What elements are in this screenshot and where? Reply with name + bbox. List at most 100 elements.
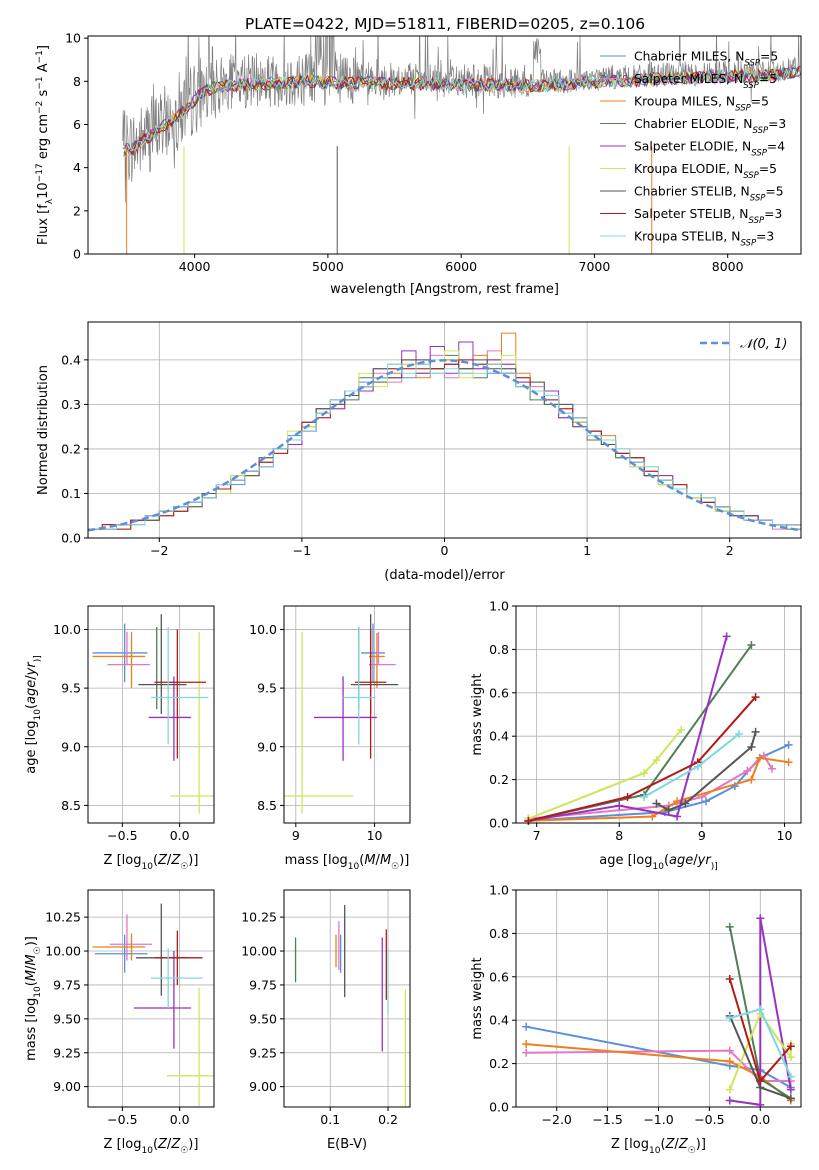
y-tick-label: 10.25 bbox=[45, 910, 81, 925]
xlabel-part: )] bbox=[711, 862, 718, 872]
weight-series bbox=[528, 696, 757, 822]
x-tick-label: −0.5 bbox=[107, 828, 137, 843]
y-tick-label: 9.75 bbox=[53, 977, 81, 992]
weight-marker bbox=[702, 797, 710, 806]
legend-label: Chabrier STELIB, NSSP=5 bbox=[634, 185, 784, 204]
x-tick-label: 5000 bbox=[312, 259, 344, 274]
legend-sub: SSP bbox=[743, 171, 759, 181]
x-tick-label: −2.0 bbox=[542, 1112, 572, 1127]
legend-name: Kroupa MILES bbox=[634, 95, 718, 109]
y-tick-label: 1.0 bbox=[489, 883, 509, 898]
weight-marker bbox=[664, 805, 673, 814]
y-tick-label: 2 bbox=[73, 203, 81, 218]
y-tick-label: 10.0 bbox=[53, 622, 81, 637]
x-tick-label: 9 bbox=[698, 828, 706, 843]
axes-frame bbox=[87, 35, 802, 255]
weight-marker bbox=[652, 799, 661, 808]
ylabel-part: )] bbox=[33, 655, 43, 662]
legend-sub: SSP bbox=[735, 104, 751, 114]
y-tick-label: 9.00 bbox=[53, 1079, 81, 1094]
weight-marker bbox=[786, 1094, 795, 1103]
x-tick-label: −1.5 bbox=[592, 1112, 622, 1127]
weight-series bbox=[528, 729, 682, 820]
y-tick-label: 0.8 bbox=[489, 926, 509, 941]
panel-spectrum: 4000 5000 6000 7000 8000 0 2 4 6 8 10 Chabrier MILE… bbox=[35, 31, 802, 297]
legend-sub: SSP bbox=[740, 239, 756, 249]
weight-marker bbox=[786, 1053, 795, 1062]
xlabel: Z [log10(Z/Z☉)] bbox=[104, 853, 199, 872]
ylabel-part: M bbox=[24, 970, 39, 981]
legend-sub: SSP bbox=[743, 81, 759, 91]
legend-nssp: 3 bbox=[766, 230, 774, 244]
y-tick-label: 9.25 bbox=[249, 1045, 277, 1060]
xlabel-part: / bbox=[376, 853, 381, 868]
legend-n: , N bbox=[735, 117, 752, 131]
weight-marker bbox=[747, 641, 756, 650]
ylabel-part: erg cm bbox=[36, 114, 51, 163]
weight-series bbox=[528, 636, 728, 822]
weight-marker bbox=[784, 740, 793, 749]
xlabel-part: Z [log bbox=[611, 1137, 649, 1152]
ylabel-part: age [log bbox=[24, 720, 39, 773]
legend-eq: = bbox=[764, 207, 774, 221]
xlabel-part: / bbox=[167, 853, 172, 868]
legend-nssp: 4 bbox=[777, 140, 785, 154]
xlabel-part: ☉ bbox=[688, 1146, 696, 1156]
x-tick-label: −0.5 bbox=[694, 1112, 724, 1127]
xlabel-part: Z bbox=[157, 1137, 168, 1152]
x-tick-label: 0 bbox=[441, 543, 449, 558]
weight-marker bbox=[725, 1085, 734, 1094]
y-tick-label: 0.0 bbox=[489, 1100, 509, 1115]
weight-marker bbox=[693, 762, 702, 771]
model-spectrum bbox=[123, 67, 801, 155]
ylabel-part: ( bbox=[24, 704, 39, 709]
legend-nssp: 5 bbox=[776, 185, 784, 199]
legend-n: , N bbox=[726, 72, 743, 86]
weight-marker bbox=[681, 799, 690, 808]
ylabel-part: ☉ bbox=[33, 946, 43, 954]
legend-eq: = bbox=[756, 230, 766, 244]
y-tick-label: 8.5 bbox=[257, 798, 277, 813]
x-tick-label: 4000 bbox=[179, 259, 211, 274]
ylabel-part: ( bbox=[24, 981, 39, 986]
legend-eq: = bbox=[767, 140, 777, 154]
y-tick-label: 0.3 bbox=[61, 397, 81, 412]
ylabel-part: Flux [f bbox=[36, 204, 51, 245]
y-tick-label: 0.2 bbox=[489, 1056, 509, 1071]
y-tick-label: 1.0 bbox=[489, 599, 509, 614]
y-tick-label: 0.4 bbox=[489, 729, 509, 744]
xlabel-part: 10 bbox=[653, 862, 665, 872]
ylabel-part: M bbox=[24, 954, 39, 965]
legend-label: Chabrier MILES, NSSP=5 bbox=[634, 50, 778, 69]
y-tick-label: 0.8 bbox=[489, 642, 509, 657]
legend-nssp: 5 bbox=[769, 72, 777, 86]
legend-name: Salpeter ELODIE bbox=[634, 140, 734, 154]
xlabel-part: 10 bbox=[141, 1146, 153, 1156]
legend-label: 𝒩(0, 1) bbox=[740, 337, 787, 352]
weight-series bbox=[526, 1049, 791, 1082]
legend-nssp: 5 bbox=[770, 50, 778, 64]
ylabel-part: 10 bbox=[33, 986, 43, 998]
x-tick-label: −2 bbox=[150, 543, 168, 558]
xlabel-part: yr bbox=[697, 853, 713, 868]
xlabel-part: ☉ bbox=[180, 862, 188, 872]
weight-marker bbox=[725, 1096, 734, 1105]
x-tick-label: 8 bbox=[615, 828, 623, 843]
y-tick-label: 10.00 bbox=[45, 944, 81, 959]
weight-marker bbox=[677, 725, 686, 734]
ylabel-part: yr bbox=[24, 661, 39, 677]
xlabel-part: Z bbox=[678, 1137, 689, 1152]
panel-mass-weight-vs-Z: −2.0 −1.5 −1.0 −0.5 0.0 0.0 0.2 0.4 0.6 0.8 1.0 Z [… bbox=[470, 883, 802, 1156]
y-tick-label: 10.0 bbox=[249, 622, 277, 637]
weight-marker bbox=[786, 1072, 795, 1081]
weight-marker bbox=[751, 693, 760, 702]
xlabel-part: 10 bbox=[649, 1146, 661, 1156]
xlabel: age [log10(age/yr)] bbox=[599, 853, 717, 872]
legend-name: Chabrier STELIB bbox=[634, 185, 733, 199]
x-tick-label: −1.0 bbox=[643, 1112, 673, 1127]
x-tick-label: 1 bbox=[583, 543, 591, 558]
legend-n: , N bbox=[718, 95, 735, 109]
